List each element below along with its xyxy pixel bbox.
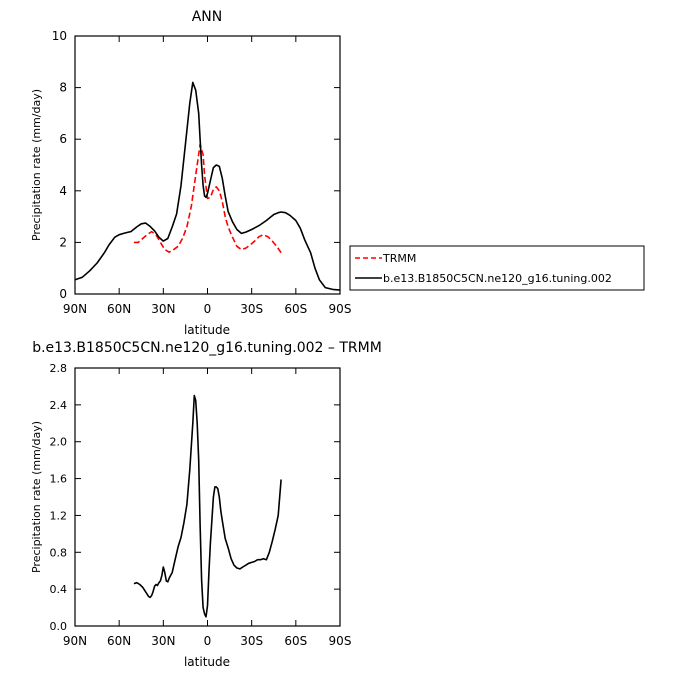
bottom-y-tick-label: 1.6: [50, 473, 68, 486]
top-x-tick-label: 30N: [151, 302, 175, 316]
top-x-axis: 90N 60N 30N 0 30S 60S 90S: [63, 36, 352, 316]
bottom-series-group: [133, 394, 282, 618]
bottom-y-tick-label: 2.4: [50, 399, 68, 412]
top-x-tick-label: 0: [204, 302, 212, 316]
bottom-x-tick-label: 60N: [107, 634, 131, 648]
top-y-axis-label: Precipitation rate (mm/day): [30, 89, 43, 241]
bottom-y-axis-label: Precipitation rate (mm/day): [30, 421, 43, 573]
bottom-y-tick-label: 1.2: [50, 509, 68, 522]
bottom-x-tick-label: 90N: [63, 634, 87, 648]
top-plot-frame: [74, 35, 341, 295]
top-y-tick-label: 2: [59, 235, 67, 249]
bottom-x-axis-label: latitude: [184, 655, 230, 669]
top-series-line-trmm: [133, 143, 282, 254]
top-series-line-model: [74, 81, 341, 291]
top-series-group: [74, 81, 341, 291]
bottom-x-tick-label: 30S: [240, 634, 263, 648]
top-x-tick-label: 90S: [329, 302, 352, 316]
top-x-tick-label: 30S: [240, 302, 263, 316]
top-chart-title: ANN: [192, 9, 223, 25]
bottom-y-axis: 0.0 0.4 0.8 1.2 1.6 2.0 2.4 2.8: [50, 362, 340, 633]
bottom-x-tick-label: 60S: [284, 634, 307, 648]
legend-model-label: b.e13.B1850C5CN.ne120_g16.tuning.002: [383, 272, 612, 285]
bottom-series-line-difference: [133, 394, 282, 618]
bottom-y-tick-label: 0.4: [50, 583, 68, 596]
bottom-y-tick-label: 0.8: [50, 546, 68, 559]
top-y-tick-label: 6: [59, 132, 67, 146]
top-y-axis: 0 2 4 6 8 10: [52, 29, 340, 301]
top-panel: ANN 0 2 4 6 8 10 90N 60N 30N 0 30S 60S 90S latitude…: [30, 9, 351, 337]
top-x-tick-label: 60N: [107, 302, 131, 316]
bottom-x-tick-label: 0: [204, 634, 212, 648]
top-y-tick-label: 8: [59, 81, 67, 95]
bottom-x-tick-label: 30N: [151, 634, 175, 648]
top-x-axis-label: latitude: [184, 323, 230, 337]
top-x-tick-label: 60S: [284, 302, 307, 316]
top-y-tick-label: 10: [52, 29, 67, 43]
top-y-tick-label: 0: [59, 287, 67, 301]
bottom-y-tick-label: 2.8: [50, 362, 68, 375]
bottom-chart-title: b.e13.B1850C5CN.ne120_g16.tuning.002 – T…: [32, 340, 382, 356]
top-y-tick-label: 4: [59, 184, 67, 198]
bottom-panel: b.e13.B1850C5CN.ne120_g16.tuning.002 – T…: [30, 340, 382, 669]
legend-trmm-label: TRMM: [382, 252, 416, 265]
legend: TRMM b.e13.B1850C5CN.ne120_g16.tuning.00…: [349, 245, 645, 291]
top-x-tick-label: 90N: [63, 302, 87, 316]
bottom-x-tick-label: 90S: [329, 634, 352, 648]
bottom-x-axis: 90N 60N 30N 0 30S 60S 90S: [63, 368, 352, 648]
bottom-y-tick-label: 2.0: [50, 436, 68, 449]
bottom-y-tick-label: 0.0: [50, 620, 68, 633]
legend-box: [349, 245, 645, 291]
